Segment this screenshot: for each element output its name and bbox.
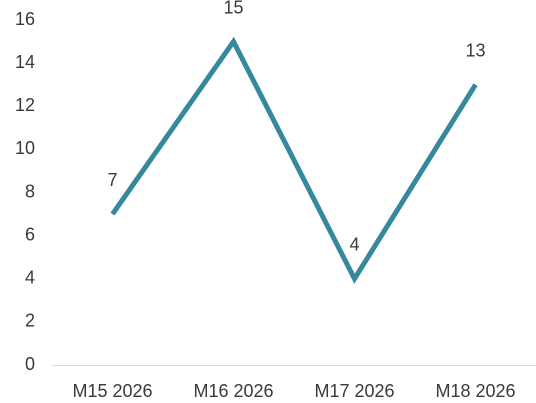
data-label: 13 bbox=[465, 40, 485, 60]
y-tick-label: 14 bbox=[15, 52, 35, 72]
series-line bbox=[110, 36, 478, 284]
x-axis: M15 2026 M16 2026 M17 2026 M18 2026 bbox=[72, 381, 515, 401]
y-tick-label: 0 bbox=[25, 354, 35, 374]
x-tick-label: M17 2026 bbox=[314, 381, 394, 401]
y-tick-label: 12 bbox=[15, 95, 35, 115]
data-label: 15 bbox=[223, 0, 243, 17]
x-tick-label: M16 2026 bbox=[193, 381, 273, 401]
y-tick-label: 10 bbox=[15, 138, 35, 158]
y-tick-label: 2 bbox=[25, 311, 35, 331]
y-tick-label: 16 bbox=[15, 9, 35, 29]
y-tick-label: 6 bbox=[25, 224, 35, 244]
data-label: 4 bbox=[349, 235, 359, 255]
data-labels: 7 15 4 13 bbox=[107, 0, 485, 255]
y-axis: 0 2 4 6 8 10 12 14 16 bbox=[15, 9, 35, 374]
y-tick-label: 4 bbox=[25, 268, 35, 288]
x-tick-label: M15 2026 bbox=[72, 381, 152, 401]
x-tick-label: M18 2026 bbox=[435, 381, 515, 401]
data-label: 7 bbox=[107, 170, 117, 190]
y-tick-label: 8 bbox=[25, 181, 35, 201]
